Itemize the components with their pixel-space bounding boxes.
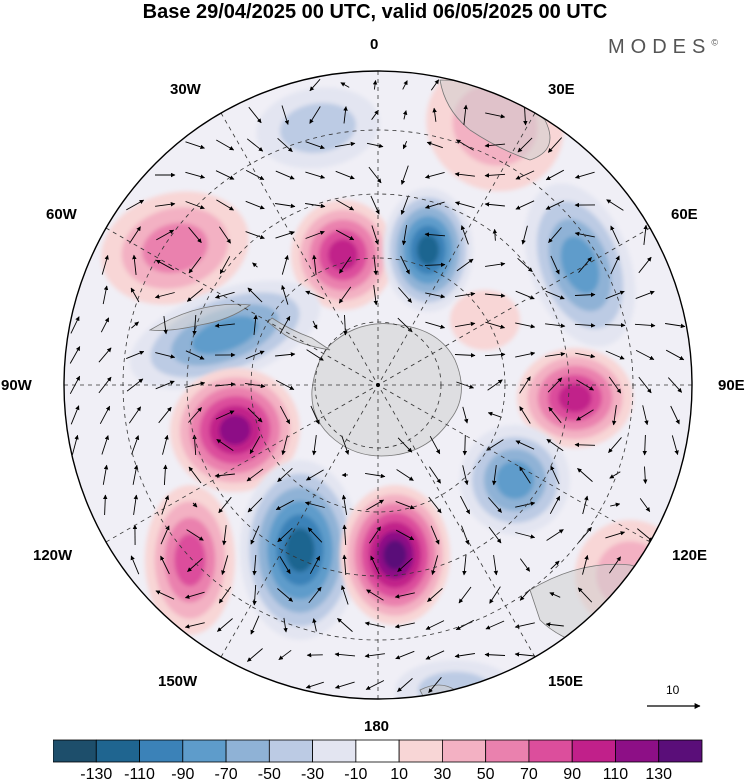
- colorbar-box: [183, 740, 226, 762]
- colorbar-tick-label: 130: [645, 766, 672, 784]
- colorbar-tick-label: -10: [344, 766, 367, 784]
- colorbar-box: [486, 740, 529, 762]
- colorbar-boxes: [53, 740, 702, 762]
- colorbar-box: [615, 740, 658, 762]
- wind-vector: [575, 445, 595, 446]
- lon-label-180: 180: [364, 718, 389, 736]
- lon-label-90w: 90W: [1, 377, 32, 395]
- colorbar-tick-label: -70: [215, 766, 238, 784]
- colorbar-box: [269, 740, 312, 762]
- colorbar-box: [96, 740, 139, 762]
- lon-label-120e: 120E: [672, 547, 707, 565]
- colorbar-tick-label: -110: [124, 766, 155, 784]
- colorbar-box: [313, 740, 356, 762]
- lon-label-120w: 120W: [33, 547, 72, 565]
- colorbar-box: [572, 740, 615, 762]
- colorbar-tick-label: -90: [171, 766, 194, 784]
- colorbar-tick-label: 30: [433, 766, 451, 784]
- colorbar-box: [140, 740, 183, 762]
- positive-anomaly-center: [450, 290, 520, 350]
- lon-label-60w: 60W: [46, 206, 77, 224]
- colorbar: [53, 739, 703, 763]
- colorbar-tick-label: -50: [258, 766, 281, 784]
- colorbar-box: [442, 740, 485, 762]
- positive-anomaly-center: [145, 485, 235, 635]
- colorbar-tick-label: 70: [520, 766, 538, 784]
- colorbar-tick-label: 110: [603, 766, 629, 784]
- colorbar-tick-label: -30: [301, 766, 324, 784]
- colorbar-tick-label: 10: [390, 766, 408, 784]
- colorbar-box: [659, 740, 702, 762]
- colorbar-tick-label: 50: [477, 766, 495, 784]
- colorbar-box: [356, 740, 399, 762]
- colorbar-tick-label: 90: [563, 766, 581, 784]
- colorbar-box: [226, 740, 269, 762]
- lon-label-0: 0: [370, 36, 378, 54]
- lon-label-30e: 30E: [548, 81, 575, 99]
- colorbar-tick-label: -130: [80, 766, 112, 784]
- lon-label-30w: 30W: [170, 81, 201, 99]
- lon-label-150e: 150E: [548, 673, 583, 691]
- wind-vector: [465, 435, 466, 455]
- colorbar-box: [529, 740, 572, 762]
- lon-label-150w: 150W: [158, 673, 197, 691]
- lon-label-90e: 90E: [718, 377, 745, 395]
- positive-anomaly-center: [340, 485, 450, 625]
- colorbar-box: [399, 740, 442, 762]
- south-pole-marker: [376, 383, 380, 387]
- reference-vector-label: 10: [666, 683, 679, 697]
- lon-label-60e: 60E: [671, 206, 698, 224]
- colorbar-box: [53, 740, 96, 762]
